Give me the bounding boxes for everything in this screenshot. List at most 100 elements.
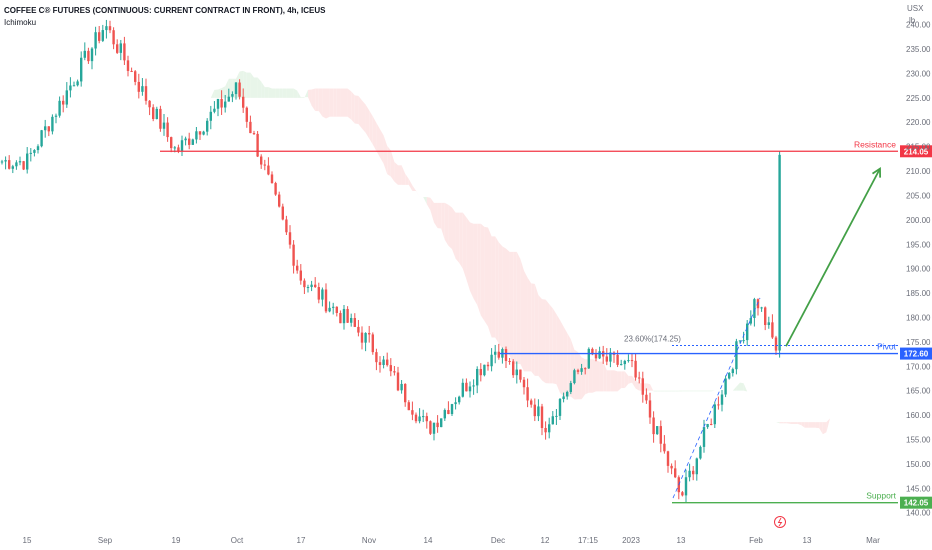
cloud-segment: [527, 277, 532, 372]
candle-body: [26, 153, 29, 170]
cloud-segment: [822, 422, 827, 435]
fib-label: 23.60%(174.25): [624, 335, 681, 344]
indicator-label[interactable]: Ichimoku: [4, 18, 37, 27]
candle-body: [450, 404, 454, 415]
cloud-segment: [423, 196, 427, 205]
cloud-segment: [765, 408, 769, 414]
candle-body: [130, 70, 133, 72]
candle-body: [404, 383, 407, 403]
pivot-price-tag-text: 172.60: [904, 350, 929, 359]
candle-body: [299, 270, 302, 281]
cloud-segment: [272, 88, 276, 98]
y-tick-label: 170.00: [906, 362, 931, 371]
cloud-segment: [336, 88, 341, 117]
candle-body: [152, 107, 155, 119]
cloud-segment: [599, 361, 604, 392]
candle-body: [368, 332, 371, 335]
resistance-label: Resistance: [854, 139, 896, 149]
x-tick-label: 15: [23, 536, 32, 545]
candle-body: [537, 406, 540, 417]
candle-body: [544, 427, 547, 433]
cloud-segment: [394, 162, 398, 185]
cloud-segment: [776, 422, 780, 424]
cloud-segment: [563, 326, 568, 397]
cloud-segment: [444, 202, 449, 246]
cloud-segment: [322, 88, 326, 119]
y-tick-label: 235.00: [906, 45, 931, 54]
cloud-segment: [300, 97, 305, 98]
candle-body: [170, 137, 173, 149]
candle-body: [656, 426, 659, 435]
candle-body: [490, 354, 493, 367]
cloud-segment: [210, 89, 215, 98]
candle-body: [94, 32, 97, 49]
candle-body: [180, 140, 184, 151]
candle-body: [112, 30, 115, 45]
cloud-segment: [743, 383, 748, 392]
candle-body: [119, 43, 122, 53]
y-tick-label: 185.00: [906, 289, 931, 298]
candle-body: [569, 383, 572, 392]
candle-body: [40, 130, 43, 147]
candle-body: [605, 356, 608, 362]
cloud-segment: [365, 104, 370, 139]
candle-body: [396, 372, 400, 391]
candle-body: [389, 365, 392, 372]
cloud-segment: [221, 86, 226, 98]
y-tick-label: 175.00: [906, 338, 931, 347]
cloud-segment: [340, 88, 344, 117]
candle-body: [566, 391, 569, 397]
candle-body: [159, 108, 162, 129]
y-tick-label: 150.00: [906, 460, 931, 469]
candle-body: [627, 360, 630, 362]
price-currency: USX: [907, 4, 924, 13]
cloud-segment: [761, 407, 766, 409]
cloud-segment: [362, 100, 366, 133]
candle-body: [51, 116, 54, 132]
candle-body: [548, 424, 551, 433]
cloud-segment: [491, 236, 496, 338]
candle-body: [526, 387, 529, 401]
cloud-segment: [426, 196, 431, 211]
candle-body: [584, 368, 587, 370]
candle-body: [670, 465, 673, 469]
cloud-segment: [549, 304, 553, 384]
axes: 140.00 145.00 150.00 155.00 160.00 165.00 170.…: [23, 21, 931, 545]
candle-body: [357, 326, 360, 333]
y-tick-label: 190.00: [906, 265, 931, 274]
ichimoku-cloud: [95, 70, 838, 435]
cloud-segment: [808, 422, 812, 428]
candle-body: [659, 426, 662, 444]
candle-body: [65, 90, 68, 105]
cloud-segment: [286, 88, 290, 98]
candle-body: [137, 81, 140, 92]
cloud-segment: [261, 81, 265, 98]
candle-body: [461, 382, 464, 397]
candle-body: [713, 404, 716, 425]
cloud-segment: [707, 390, 712, 392]
candle-body: [756, 299, 760, 309]
cloud-segment: [437, 202, 442, 229]
cloud-segment: [772, 420, 776, 423]
cloud-segment: [653, 390, 658, 392]
candle-body: [346, 308, 349, 323]
cloud-segment: [383, 135, 388, 175]
candle-body: [663, 443, 666, 452]
cloud-segment: [812, 422, 816, 428]
y-tick-label: 160.00: [906, 411, 931, 420]
cloud-segment: [156, 129, 161, 136]
candle-body: [278, 194, 281, 207]
resistance-price-tag-text: 214.05: [904, 147, 929, 156]
candle-body: [238, 82, 241, 97]
candle-body: [465, 382, 468, 392]
candle-body: [54, 115, 58, 117]
cloud-segment: [416, 190, 420, 197]
cloud-segment: [257, 77, 262, 98]
cloud-segment: [124, 159, 128, 162]
candle-body: [702, 427, 706, 447]
cloud-segment: [185, 100, 190, 110]
candle-body: [184, 138, 187, 141]
candle-body: [620, 364, 623, 366]
candle-body: [760, 307, 763, 309]
